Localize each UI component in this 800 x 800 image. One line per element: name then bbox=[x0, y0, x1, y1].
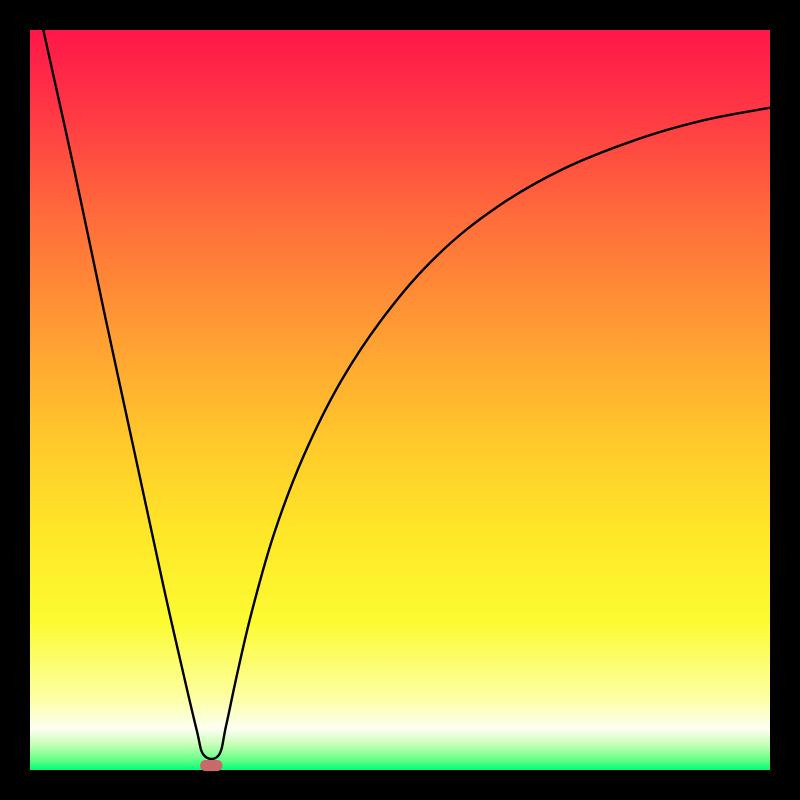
chart-plot bbox=[0, 0, 800, 800]
chart-frame: TheBottleneck.com bbox=[0, 0, 800, 800]
minimum-marker bbox=[200, 760, 222, 771]
plot-background bbox=[30, 30, 770, 770]
